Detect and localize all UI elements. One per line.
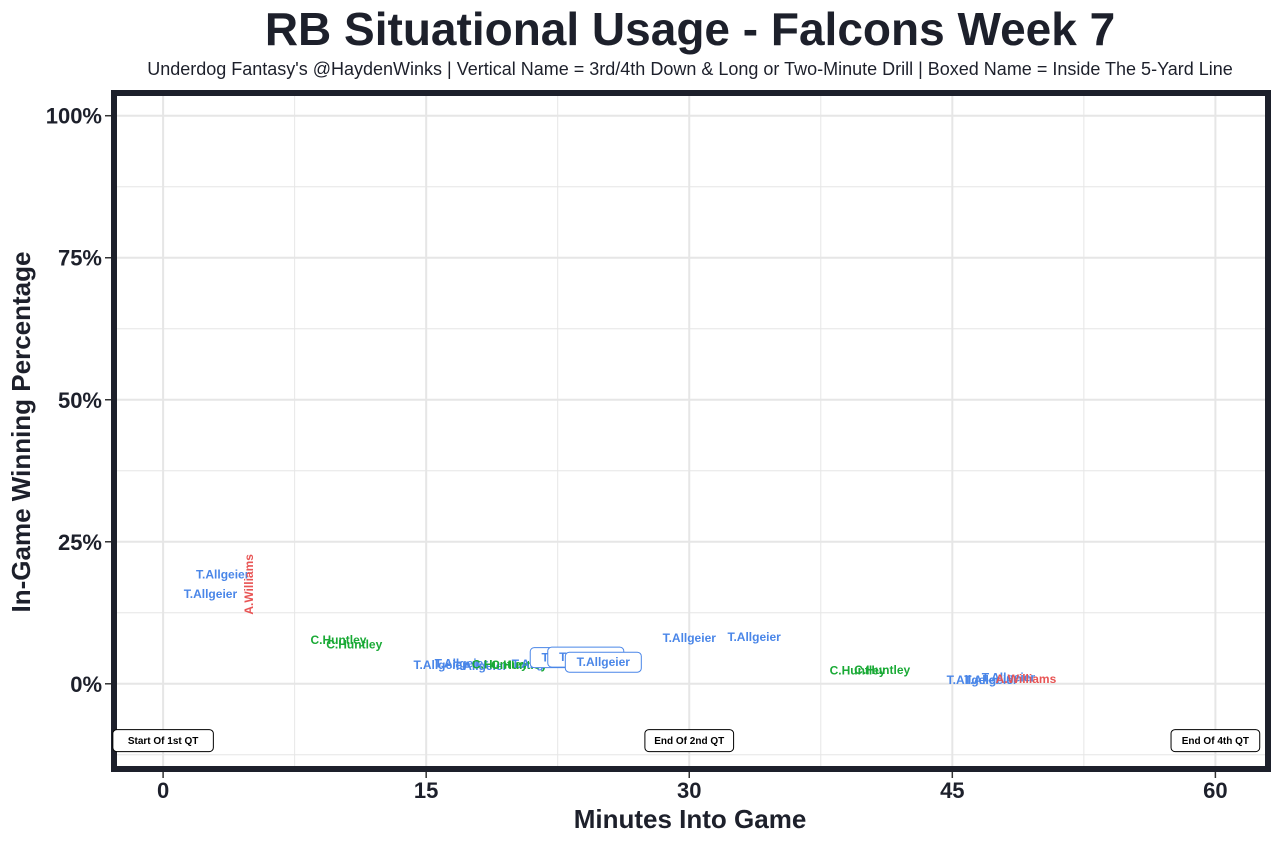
data-label: T.Allgeier xyxy=(947,673,1001,687)
annotation-label: End Of 4th QT xyxy=(1182,736,1249,747)
data-label: C.Huntley xyxy=(326,638,382,652)
y-axis: 0% 25% 50% 75% 100% xyxy=(46,104,111,697)
data-label: T.Allgeier xyxy=(982,671,1036,685)
y-tick-label: 0% xyxy=(70,672,102,697)
data-label: C.Huntley xyxy=(854,663,910,677)
x-tick-label: 45 xyxy=(940,778,964,803)
data-label: T.Allgeier xyxy=(414,658,468,672)
data-label: A.Williams xyxy=(996,672,1057,686)
data-label: T.Allgeier xyxy=(727,630,781,644)
data-label: T.Allgeier xyxy=(964,673,1018,687)
data-label-vertical: A.Williams xyxy=(242,554,256,615)
x-axis-title: Minutes Into Game xyxy=(574,804,807,834)
data-label-box xyxy=(564,651,642,673)
data-label: T.Allgeier xyxy=(435,656,489,670)
grid xyxy=(114,93,1268,769)
data-label: T.Allgeier xyxy=(196,568,250,582)
annotation-label: Start Of 1st QT xyxy=(128,736,199,747)
data-label: C.Huntley xyxy=(472,657,528,671)
annotation-box xyxy=(112,729,214,753)
data-label: T.Allgeier xyxy=(184,587,238,601)
y-tick-label: 50% xyxy=(58,388,102,413)
plot-frame xyxy=(111,90,1271,772)
x-tick-label: 60 xyxy=(1203,778,1227,803)
y-tick-label: 100% xyxy=(46,104,102,129)
y-tick-label: 25% xyxy=(58,530,102,555)
x-tick-label: 15 xyxy=(414,778,438,803)
chart-subtitle: Underdog Fantasy's @HaydenWinks | Vertic… xyxy=(147,59,1233,79)
x-tick-label: 0 xyxy=(157,778,169,803)
data-label: T.Allgeier xyxy=(454,659,508,673)
chart-title: RB Situational Usage - Falcons Week 7 xyxy=(264,3,1116,55)
data-label-boxed: T.Allgeier xyxy=(577,655,631,669)
y-axis-title: In-Game Winning Percentage xyxy=(6,252,36,613)
data-label: C.Huntley xyxy=(830,664,886,678)
x-axis: 0 15 30 45 60 xyxy=(157,772,1228,803)
annotations: Start Of 1st QT End Of 2nd QT End Of 4th Q… xyxy=(112,729,1261,753)
data-label: T.Allgeier xyxy=(663,631,717,645)
annotation-box xyxy=(1170,729,1261,753)
y-tick-label: 75% xyxy=(58,246,102,271)
annotation-label: End Of 2nd QT xyxy=(654,736,724,747)
annotation-box xyxy=(644,729,735,753)
x-tick-label: 30 xyxy=(677,778,701,803)
data-label: C.Huntley xyxy=(310,633,366,647)
